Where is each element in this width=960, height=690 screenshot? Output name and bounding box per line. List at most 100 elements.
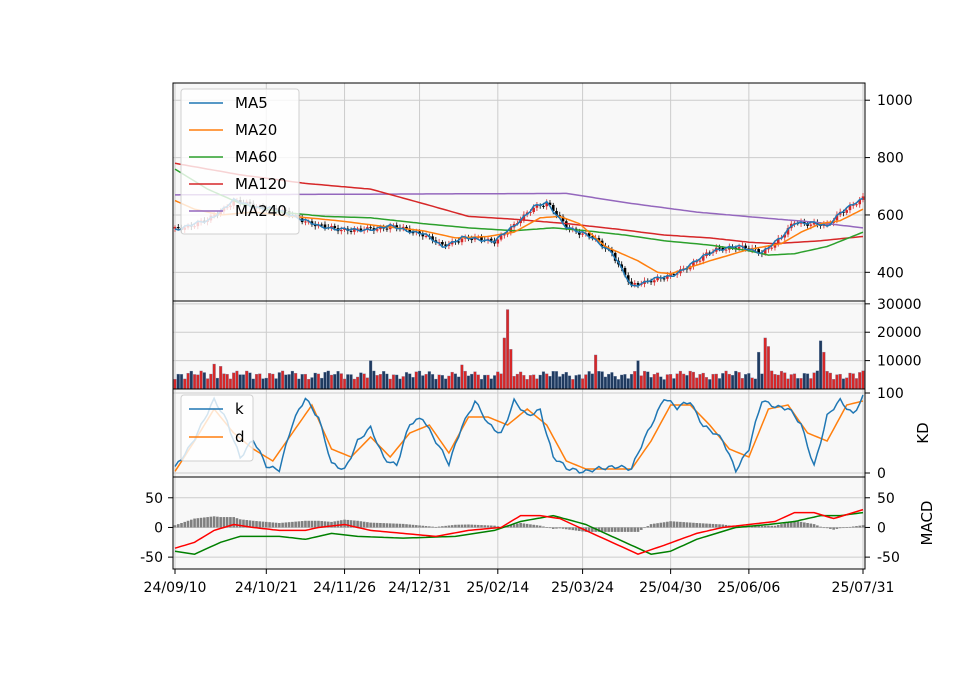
- volume-bar: [642, 370, 647, 390]
- macd-hist-bar: [626, 527, 630, 532]
- candle-body: [812, 222, 816, 225]
- candle-body: [304, 221, 307, 223]
- candle-body: [845, 210, 848, 213]
- y-tick-label: 50: [877, 491, 895, 507]
- candle-body: [480, 236, 483, 240]
- volume-bar: [753, 378, 757, 390]
- volume-bar: [199, 370, 203, 390]
- macd-hist-bar: [643, 527, 646, 529]
- macd-hist-bar: [653, 523, 656, 528]
- candle-body: [470, 239, 474, 241]
- macd-hist-bar: [767, 525, 770, 528]
- candle-body: [395, 225, 399, 228]
- volume-bar: [483, 374, 487, 390]
- macd-hist-bar: [274, 522, 278, 528]
- volume-bar: [235, 370, 239, 390]
- macd-hist-bar: [763, 525, 767, 528]
- kd-legend: kd: [180, 394, 254, 462]
- candle-body: [353, 229, 356, 232]
- macd-hist-bar: [375, 522, 379, 528]
- volume-bar: [675, 373, 679, 390]
- volume-bar: [421, 375, 425, 390]
- candle-body: [803, 221, 806, 224]
- y-tick-label: 800: [877, 151, 904, 167]
- volume-bar: [561, 373, 565, 390]
- macd-hist-bar: [574, 527, 578, 531]
- volume-bar: [408, 373, 412, 390]
- volume-bar: [747, 373, 751, 390]
- y-tick-label: 400: [877, 265, 904, 281]
- volume-bar: [776, 374, 780, 390]
- y-tick-label-left: 50: [145, 491, 163, 507]
- macd-hist-bar: [470, 524, 474, 528]
- macd-hist-bar: [636, 527, 640, 532]
- macd-hist-bar: [454, 524, 457, 528]
- candle-body: [173, 227, 177, 229]
- candle-body: [561, 216, 565, 222]
- price-legend-box: [180, 88, 300, 235]
- volume-bar: [440, 375, 444, 390]
- volume-bar: [812, 372, 816, 390]
- macd-hist-bar: [555, 527, 558, 529]
- volume-bar: [773, 374, 777, 390]
- volume-bar: [316, 373, 321, 390]
- candle-body: [767, 248, 770, 250]
- macd-hist-bar: [450, 525, 454, 528]
- macd-hist-bar: [382, 523, 385, 528]
- volume-bar: [303, 373, 307, 390]
- candle-body: [636, 283, 640, 285]
- volume-bar: [721, 373, 725, 390]
- macd-hist-bar: [444, 525, 447, 528]
- volume-bar: [786, 378, 790, 390]
- volume-bar: [574, 375, 578, 390]
- candle-body: [718, 247, 721, 249]
- volume-bar: [603, 376, 607, 390]
- macd-hist-bar: [858, 525, 862, 528]
- macd-hist-bar: [379, 523, 382, 528]
- macd-hist-bar: [812, 524, 816, 528]
- volume-bar: [375, 375, 379, 390]
- macd-hist-bar: [339, 520, 343, 528]
- macd-hist-bar: [421, 525, 425, 528]
- macd-hist-bar: [225, 517, 229, 528]
- volume-bar: [476, 374, 480, 390]
- kd-panel-background: [173, 389, 865, 477]
- macd-hist-bar: [542, 526, 545, 528]
- macd-hist-bar: [489, 525, 493, 528]
- volume-bar: [277, 372, 281, 390]
- macd-hist-bar: [271, 522, 275, 528]
- macd-hist-bar: [783, 523, 787, 528]
- volume-bar: [346, 374, 350, 390]
- macd-hist-bar: [408, 524, 412, 528]
- x-tick-label: 24/12/31: [388, 580, 451, 596]
- macd-hist-bar: [695, 523, 699, 528]
- macd-hist-bar: [672, 521, 676, 528]
- candle-body: [499, 235, 503, 240]
- macd-hist-bar: [832, 527, 835, 530]
- macd-hist-bar: [294, 521, 297, 528]
- k-line: [174, 394, 864, 474]
- candle-body: [744, 245, 747, 249]
- volume-bar: [750, 377, 754, 390]
- volume-bar: [385, 373, 389, 390]
- macd-hist-bar: [385, 523, 389, 528]
- macd-hist-bar: [366, 522, 369, 528]
- macd-hist-bar: [180, 523, 183, 528]
- candle-body: [783, 234, 787, 238]
- volume-bar: [854, 378, 859, 390]
- y-tick-label: 100: [877, 386, 904, 402]
- candle-body: [359, 228, 363, 231]
- macd-hist-bar: [571, 527, 575, 531]
- volume-bar: [799, 378, 803, 390]
- macd-hist-bar: [845, 527, 848, 528]
- candle-body: [626, 275, 630, 282]
- macd-hist-bar: [509, 524, 513, 528]
- legend-label-ma120: MA120: [235, 175, 287, 193]
- volume-bar: [766, 346, 770, 390]
- volume-bar: [594, 354, 598, 390]
- volume-bar: [294, 373, 298, 390]
- macd-hist-bar: [255, 521, 258, 528]
- candle-body: [848, 205, 852, 211]
- macd-hist-bar: [441, 526, 444, 528]
- macd-hist-bar: [750, 526, 754, 528]
